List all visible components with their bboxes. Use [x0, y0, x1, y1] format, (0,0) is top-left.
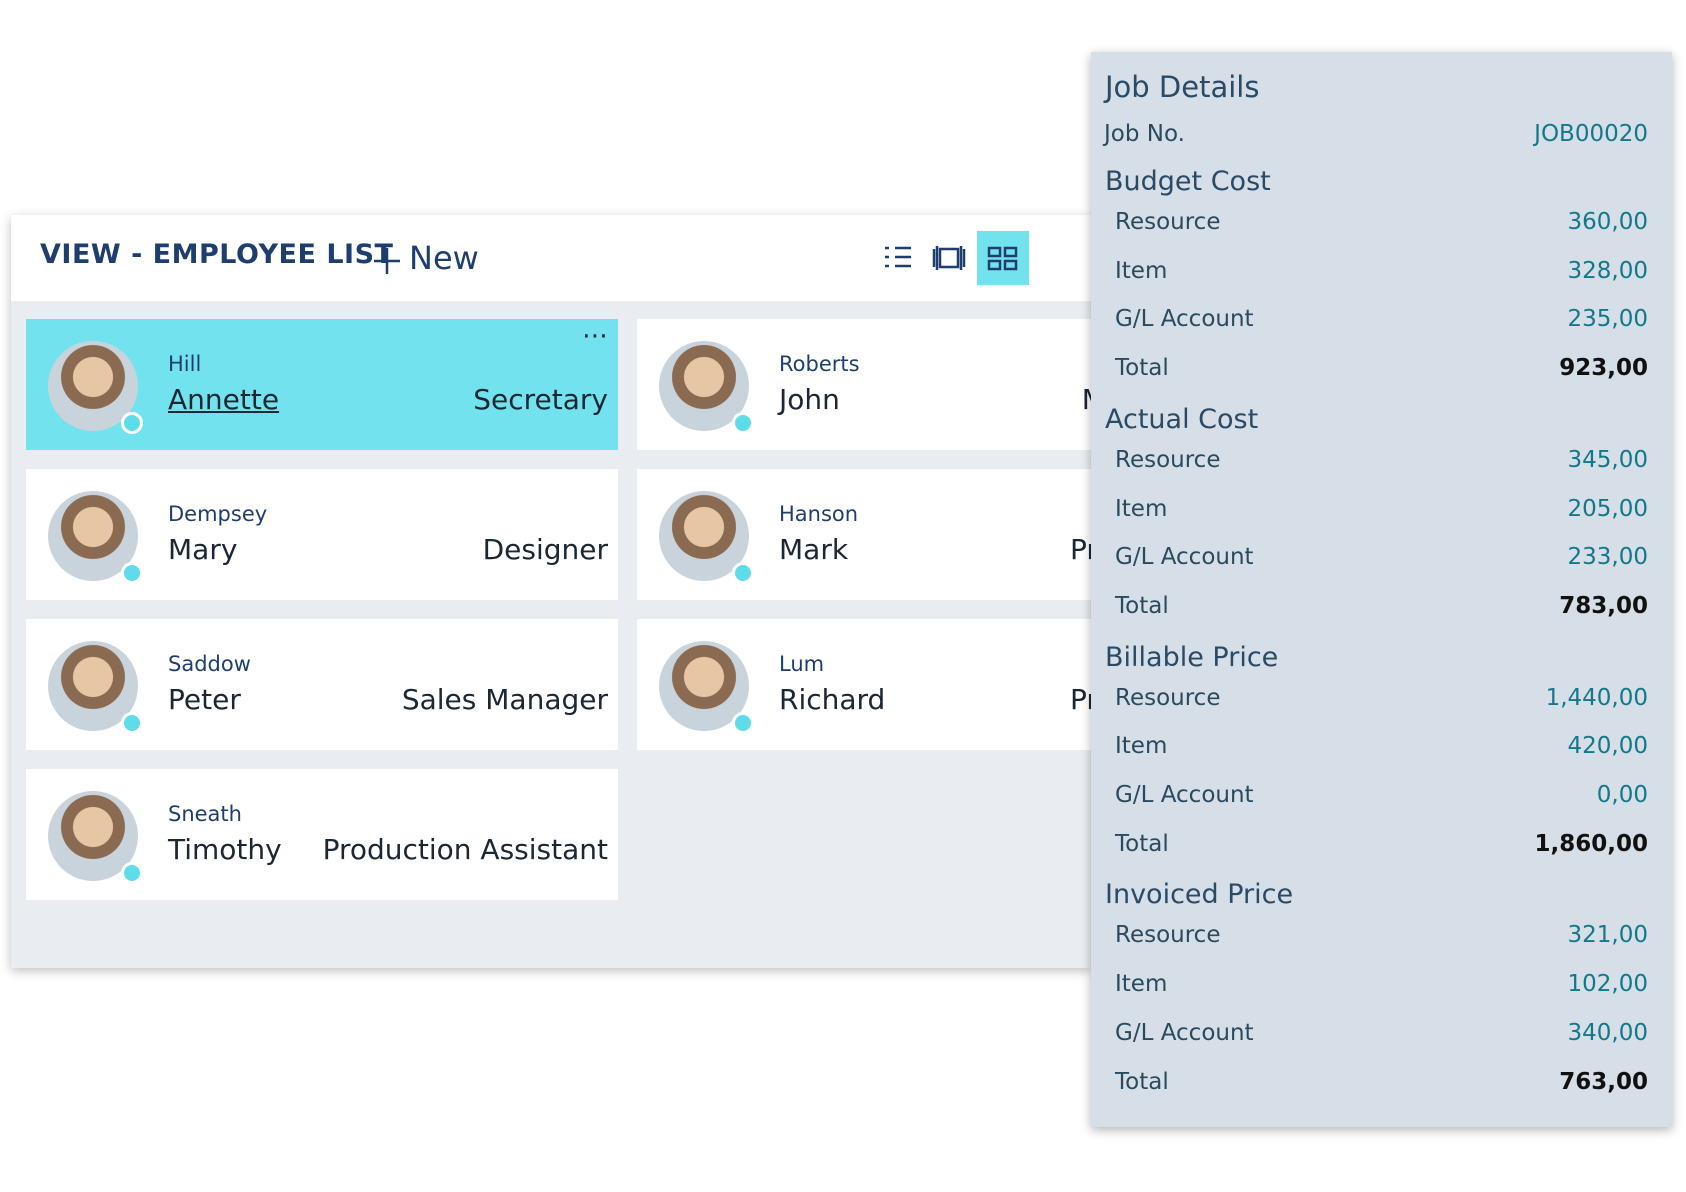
row-value[interactable]: 420,00 — [1567, 733, 1648, 760]
row-label: G/L Account — [1115, 306, 1254, 333]
list-title: VIEW - EMPLOYEE LIST — [40, 239, 394, 270]
row-value[interactable]: 235,00 — [1567, 306, 1648, 333]
status-dot — [121, 862, 143, 884]
job-details-panel: Job Details Job No. JOB00020 Budget Cost Res… — [1091, 52, 1672, 1127]
view-switcher[interactable] — [869, 231, 1029, 285]
job-title: Production Assistant — [322, 833, 608, 866]
employee-card[interactable]: Lum Richard Production — [637, 619, 1091, 750]
section-title: Actual Cost — [1105, 403, 1259, 435]
row-label: Total — [1115, 830, 1169, 857]
row-label: Item — [1115, 971, 1168, 998]
employee-card[interactable]: Saddow Peter Sales Manager — [26, 619, 618, 750]
row-value[interactable]: 321,00 — [1567, 922, 1648, 949]
row-value[interactable]: 360,00 — [1567, 209, 1648, 235]
last-name: Roberts — [779, 352, 860, 376]
row-label: Total — [1115, 355, 1169, 382]
job-title: Designer — [482, 533, 608, 566]
job-no-label: Job No. — [1104, 121, 1185, 147]
first-name: Peter — [168, 683, 241, 716]
last-name: Hanson — [779, 502, 859, 526]
employee-card[interactable]: Hanson Mark Production — [637, 469, 1091, 600]
row-value: 1,860,00 — [1534, 830, 1649, 857]
first-name: Timothy — [168, 833, 282, 866]
first-name: Annette — [168, 383, 280, 416]
more-menu[interactable]: ⋯ — [582, 321, 608, 351]
first-name: Mark — [779, 533, 849, 566]
employee-list: VIEW - EMPLOYEE LIST New Hill Annette Secr… — [11, 215, 1091, 968]
row-label: Item — [1115, 257, 1168, 284]
row-label: Total — [1115, 592, 1169, 619]
job-title: Production — [1070, 683, 1091, 716]
list-header: VIEW - EMPLOYEE LIST New — [11, 215, 1091, 301]
row-value[interactable]: 340,00 — [1567, 1019, 1648, 1046]
row-value: 923,00 — [1559, 355, 1648, 382]
new-button[interactable]: New — [409, 239, 479, 277]
row-value[interactable]: 102,00 — [1567, 971, 1648, 998]
last-name: Sneath — [168, 802, 242, 826]
job-title: Managing — [1082, 383, 1091, 416]
job-no[interactable]: JOB00020 — [1534, 121, 1648, 147]
section-title: Budget Cost — [1105, 166, 1271, 197]
panel-title: Job Details — [1105, 70, 1260, 104]
row-value[interactable]: 0,00 — [1596, 782, 1648, 808]
row-label: Resource — [1115, 209, 1221, 235]
status-dot — [732, 712, 754, 734]
last-name: Hill — [168, 352, 202, 376]
first-name: Richard — [779, 683, 886, 716]
row-value: 763,00 — [1559, 1068, 1648, 1095]
row-value[interactable]: 233,00 — [1567, 544, 1648, 571]
status-dot — [121, 712, 143, 734]
status-dot — [121, 562, 143, 584]
employee-card[interactable]: Dempsey Mary Designer — [26, 469, 618, 600]
row-value[interactable]: 345,00 — [1567, 446, 1648, 473]
job-title: Sales Manager — [401, 683, 608, 716]
job-title: Secretary — [473, 383, 608, 416]
section-title: Invoiced Price — [1105, 879, 1294, 911]
status-dot — [732, 412, 754, 434]
row-value[interactable]: 1,440,00 — [1545, 684, 1648, 711]
last-name: Lum — [779, 652, 825, 676]
row-value[interactable]: 328,00 — [1567, 257, 1648, 284]
status-dot — [732, 562, 754, 584]
row-label: Total — [1115, 1068, 1169, 1095]
employee-card[interactable]: Sneath Timothy Production Assistant — [26, 769, 618, 900]
row-label: Resource — [1115, 446, 1221, 473]
employee-card[interactable]: Roberts John Managing — [637, 319, 1091, 450]
row-value: 783,00 — [1559, 592, 1648, 619]
row-label: Item — [1115, 495, 1168, 522]
section-title: Billable Price — [1105, 641, 1279, 673]
job-title: Production — [1070, 533, 1091, 566]
last-name: Dempsey — [168, 502, 268, 526]
row-label: G/L Account — [1115, 544, 1254, 571]
first-name: John — [779, 383, 840, 416]
row-label: Resource — [1115, 922, 1221, 949]
row-label: Item — [1115, 733, 1168, 760]
employee-card[interactable]: Hill Annette Secretary ⋯ — [26, 319, 618, 450]
row-label: G/L Account — [1115, 782, 1254, 808]
status-dot — [121, 412, 143, 434]
plus-icon — [374, 248, 400, 274]
first-name: Mary — [168, 533, 238, 566]
row-label: Resource — [1115, 684, 1221, 711]
row-label: G/L Account — [1115, 1019, 1254, 1046]
row-value[interactable]: 205,00 — [1567, 495, 1648, 522]
last-name: Saddow — [168, 652, 251, 676]
